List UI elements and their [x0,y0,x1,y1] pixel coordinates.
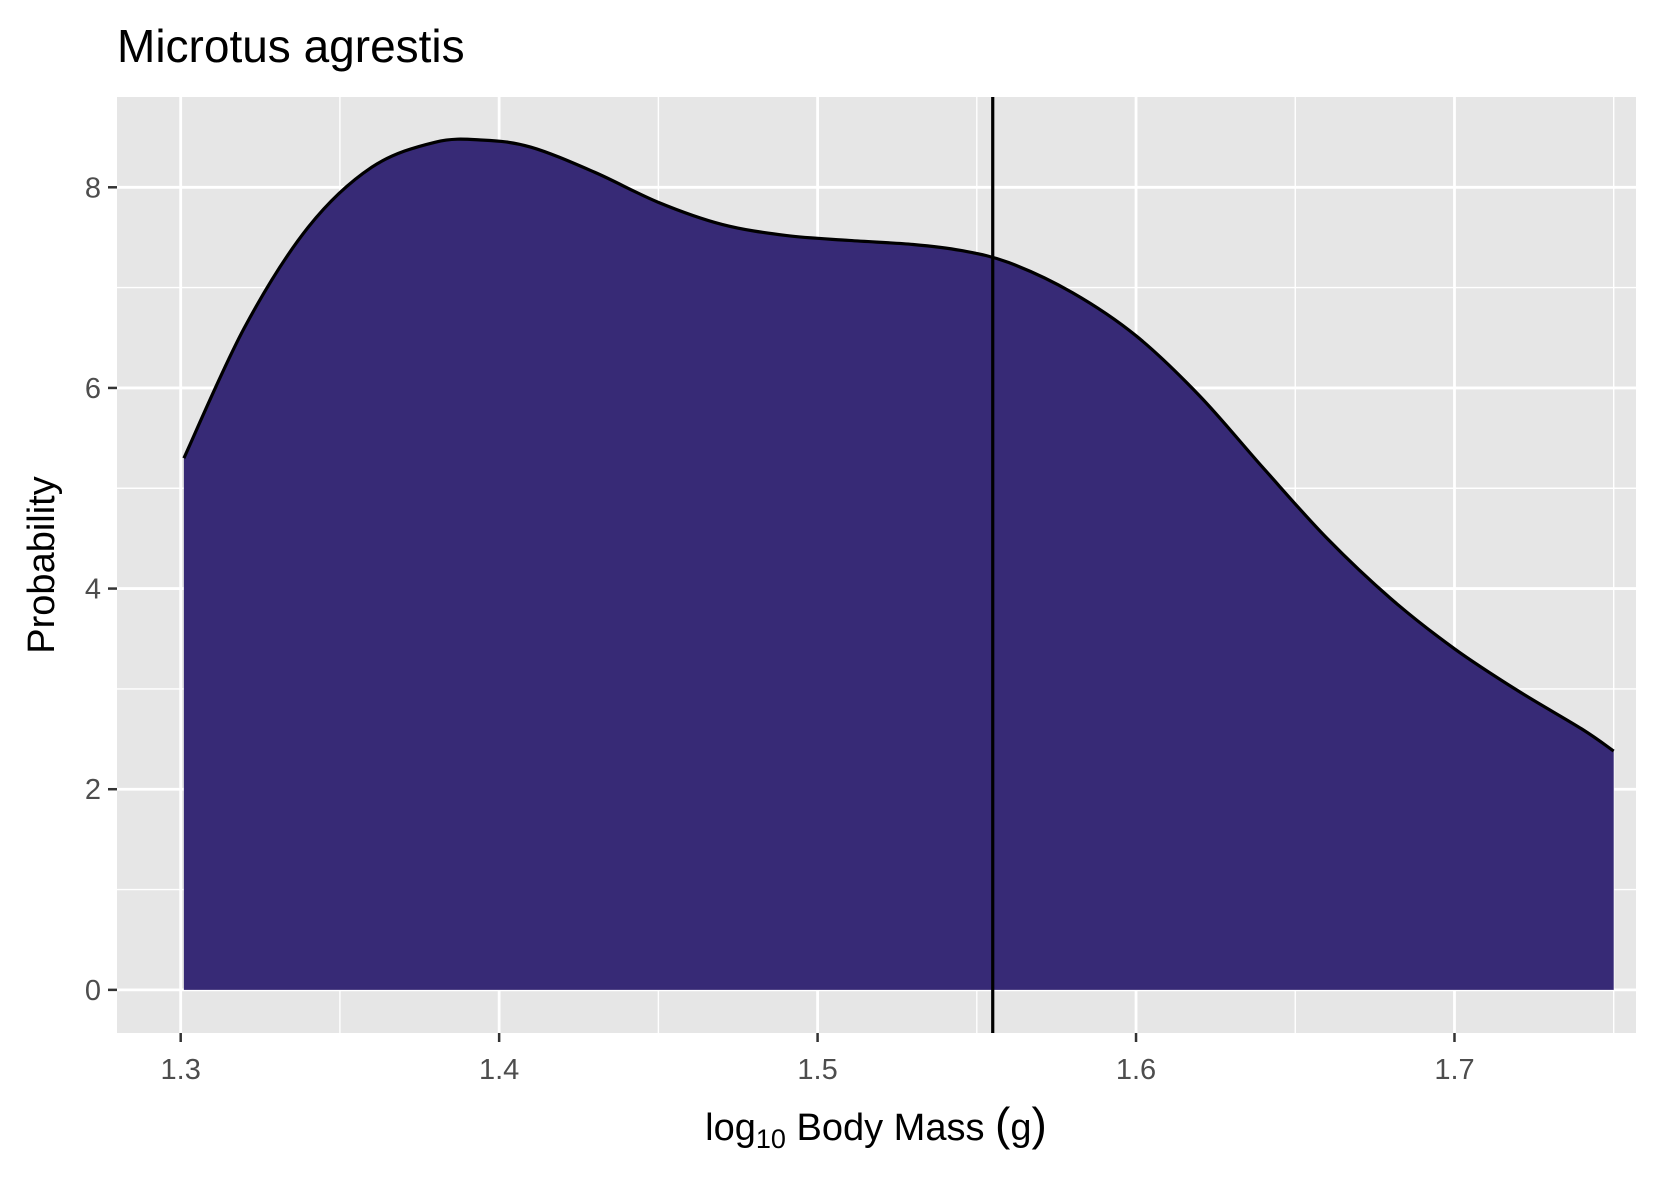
x-tick-label: 1.7 [1434,1054,1474,1086]
x-axis-ticks: 1.3 1.4 1.5 1.6 1.7 [161,1033,1475,1086]
x-tick-label: 1.3 [161,1054,201,1086]
x-tick-label: 1.6 [1116,1054,1156,1086]
density-area [183,139,1614,990]
x-tick-label: 1.5 [797,1054,837,1086]
x-label-unit: g [1010,1107,1031,1149]
y-tick-label: 8 [85,172,101,204]
x-label-close-paren: ) [1031,1098,1046,1150]
x-axis-label: log10 Body Mass (g) [705,1098,1047,1154]
y-tick-label: 6 [85,373,101,405]
y-tick-label: 2 [85,774,101,806]
density-line [182,137,1615,753]
x-label-log: log [705,1107,756,1149]
x-label-subscript: 10 [756,1124,786,1154]
y-tick-label: 0 [85,975,101,1007]
x-label-text: Body Mass [786,1107,995,1149]
chart-title: Microtus agrestis [117,20,465,72]
y-axis-label: Probability [21,476,63,653]
x-label-open-paren: ( [995,1098,1011,1150]
y-tick-label: 4 [85,574,101,606]
y-axis-ticks: 0 2 4 6 8 [85,172,117,1007]
x-tick-label: 1.4 [479,1054,519,1086]
